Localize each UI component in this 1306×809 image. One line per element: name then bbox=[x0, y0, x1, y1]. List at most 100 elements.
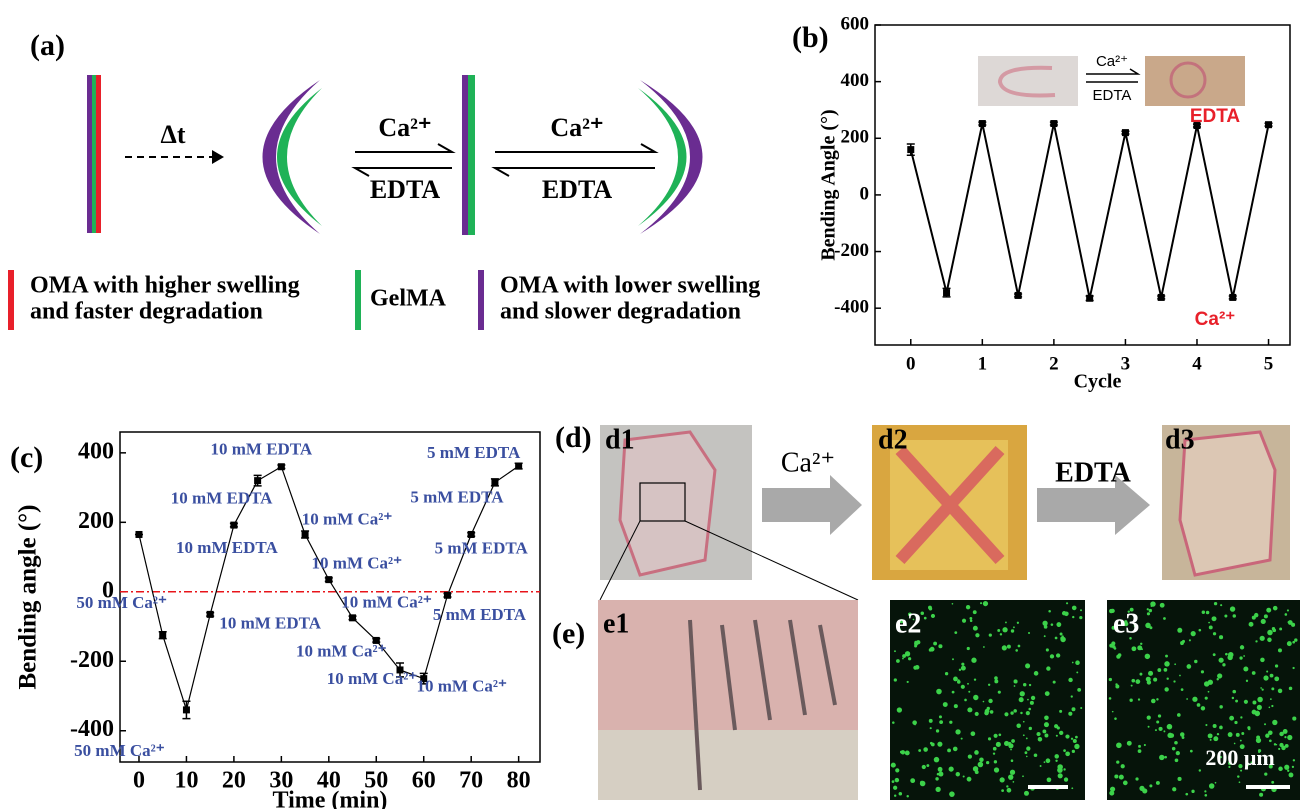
plot-frame bbox=[119, 431, 541, 763]
cell bbox=[1109, 786, 1116, 792]
cell bbox=[1039, 765, 1042, 768]
cell bbox=[1010, 759, 1014, 762]
cell bbox=[1001, 789, 1004, 793]
cell bbox=[1216, 678, 1219, 681]
cell bbox=[1237, 775, 1240, 778]
x-tick-label: 4 bbox=[1192, 353, 1202, 374]
cell bbox=[1028, 707, 1032, 711]
cell bbox=[938, 644, 943, 649]
cell bbox=[1057, 773, 1063, 779]
cell bbox=[949, 791, 955, 797]
cell bbox=[1010, 748, 1012, 751]
cell bbox=[1022, 682, 1027, 687]
cell bbox=[1234, 720, 1238, 725]
legend-swatch bbox=[355, 270, 361, 330]
annotation: EDTA bbox=[1190, 106, 1241, 127]
cell bbox=[1180, 688, 1184, 691]
cell bbox=[973, 678, 977, 681]
cell bbox=[1131, 678, 1136, 683]
cell bbox=[896, 659, 900, 663]
cell bbox=[1157, 714, 1162, 718]
cell bbox=[1012, 781, 1015, 783]
cell bbox=[1135, 777, 1139, 781]
cell bbox=[1079, 615, 1083, 620]
cell bbox=[1071, 787, 1074, 790]
cell bbox=[952, 746, 958, 752]
cell bbox=[1271, 704, 1274, 708]
data-point bbox=[182, 706, 190, 714]
cell bbox=[1173, 680, 1176, 683]
photo-label: d1 bbox=[605, 424, 635, 455]
cell bbox=[1212, 632, 1217, 636]
x-tick-label: 40 bbox=[317, 768, 341, 794]
cell bbox=[1071, 661, 1074, 664]
cell bbox=[1033, 753, 1038, 758]
cell bbox=[1278, 766, 1283, 772]
data-point bbox=[1157, 293, 1165, 301]
cell bbox=[1292, 666, 1295, 670]
cell bbox=[1212, 653, 1216, 657]
cell bbox=[1009, 769, 1016, 775]
cell bbox=[1292, 640, 1295, 644]
cell bbox=[1146, 608, 1149, 611]
cell bbox=[958, 668, 962, 672]
cell bbox=[891, 780, 895, 784]
cell bbox=[955, 729, 961, 735]
cell bbox=[1220, 604, 1223, 607]
cell bbox=[1016, 723, 1021, 729]
cell bbox=[993, 760, 998, 764]
cell bbox=[1200, 706, 1206, 711]
cell bbox=[1243, 666, 1249, 672]
cell bbox=[1044, 715, 1049, 721]
cell bbox=[1068, 711, 1073, 716]
cell bbox=[1222, 663, 1226, 667]
cell bbox=[1269, 698, 1272, 701]
x-tick-label: 70 bbox=[459, 768, 483, 794]
cell bbox=[1080, 609, 1083, 612]
cell bbox=[1116, 760, 1120, 764]
cell bbox=[1008, 743, 1014, 749]
cell bbox=[1013, 626, 1015, 629]
y-tick-label: -200 bbox=[834, 240, 869, 261]
cell bbox=[1139, 672, 1143, 676]
y-tick-label: 400 bbox=[841, 70, 870, 91]
cell bbox=[899, 750, 903, 754]
cell bbox=[929, 727, 932, 730]
cell bbox=[1137, 645, 1143, 651]
legend-text: OMA with higher swelling bbox=[30, 273, 300, 299]
cell bbox=[960, 665, 966, 671]
block-arrow bbox=[1037, 475, 1150, 535]
cell bbox=[1257, 696, 1263, 703]
panel-label: (d) bbox=[555, 421, 592, 454]
cell bbox=[1050, 623, 1054, 626]
cell bbox=[1144, 653, 1151, 660]
cell bbox=[930, 613, 936, 619]
cell bbox=[993, 733, 998, 738]
cell bbox=[1127, 610, 1130, 613]
cell bbox=[1025, 755, 1028, 758]
cell bbox=[1138, 744, 1141, 748]
cell bbox=[1054, 636, 1058, 640]
cell bbox=[1111, 710, 1114, 713]
cell bbox=[974, 750, 979, 755]
cell bbox=[919, 780, 926, 787]
cell bbox=[1228, 765, 1231, 768]
cell bbox=[1036, 732, 1041, 737]
photo-content bbox=[598, 730, 858, 800]
cell bbox=[1063, 777, 1069, 782]
cell bbox=[1228, 761, 1232, 765]
cell bbox=[1016, 621, 1020, 624]
cell bbox=[962, 775, 965, 778]
cell bbox=[1114, 717, 1117, 720]
y-tick-label: 600 bbox=[841, 13, 870, 34]
cell bbox=[969, 619, 973, 622]
cell bbox=[906, 680, 909, 684]
cell bbox=[928, 648, 933, 652]
cell bbox=[1272, 628, 1277, 633]
cell bbox=[1151, 698, 1156, 704]
photo-arrow-label: EDTA bbox=[1055, 457, 1131, 488]
cell bbox=[1229, 606, 1236, 612]
data-point bbox=[907, 146, 915, 154]
cell bbox=[1188, 639, 1191, 642]
